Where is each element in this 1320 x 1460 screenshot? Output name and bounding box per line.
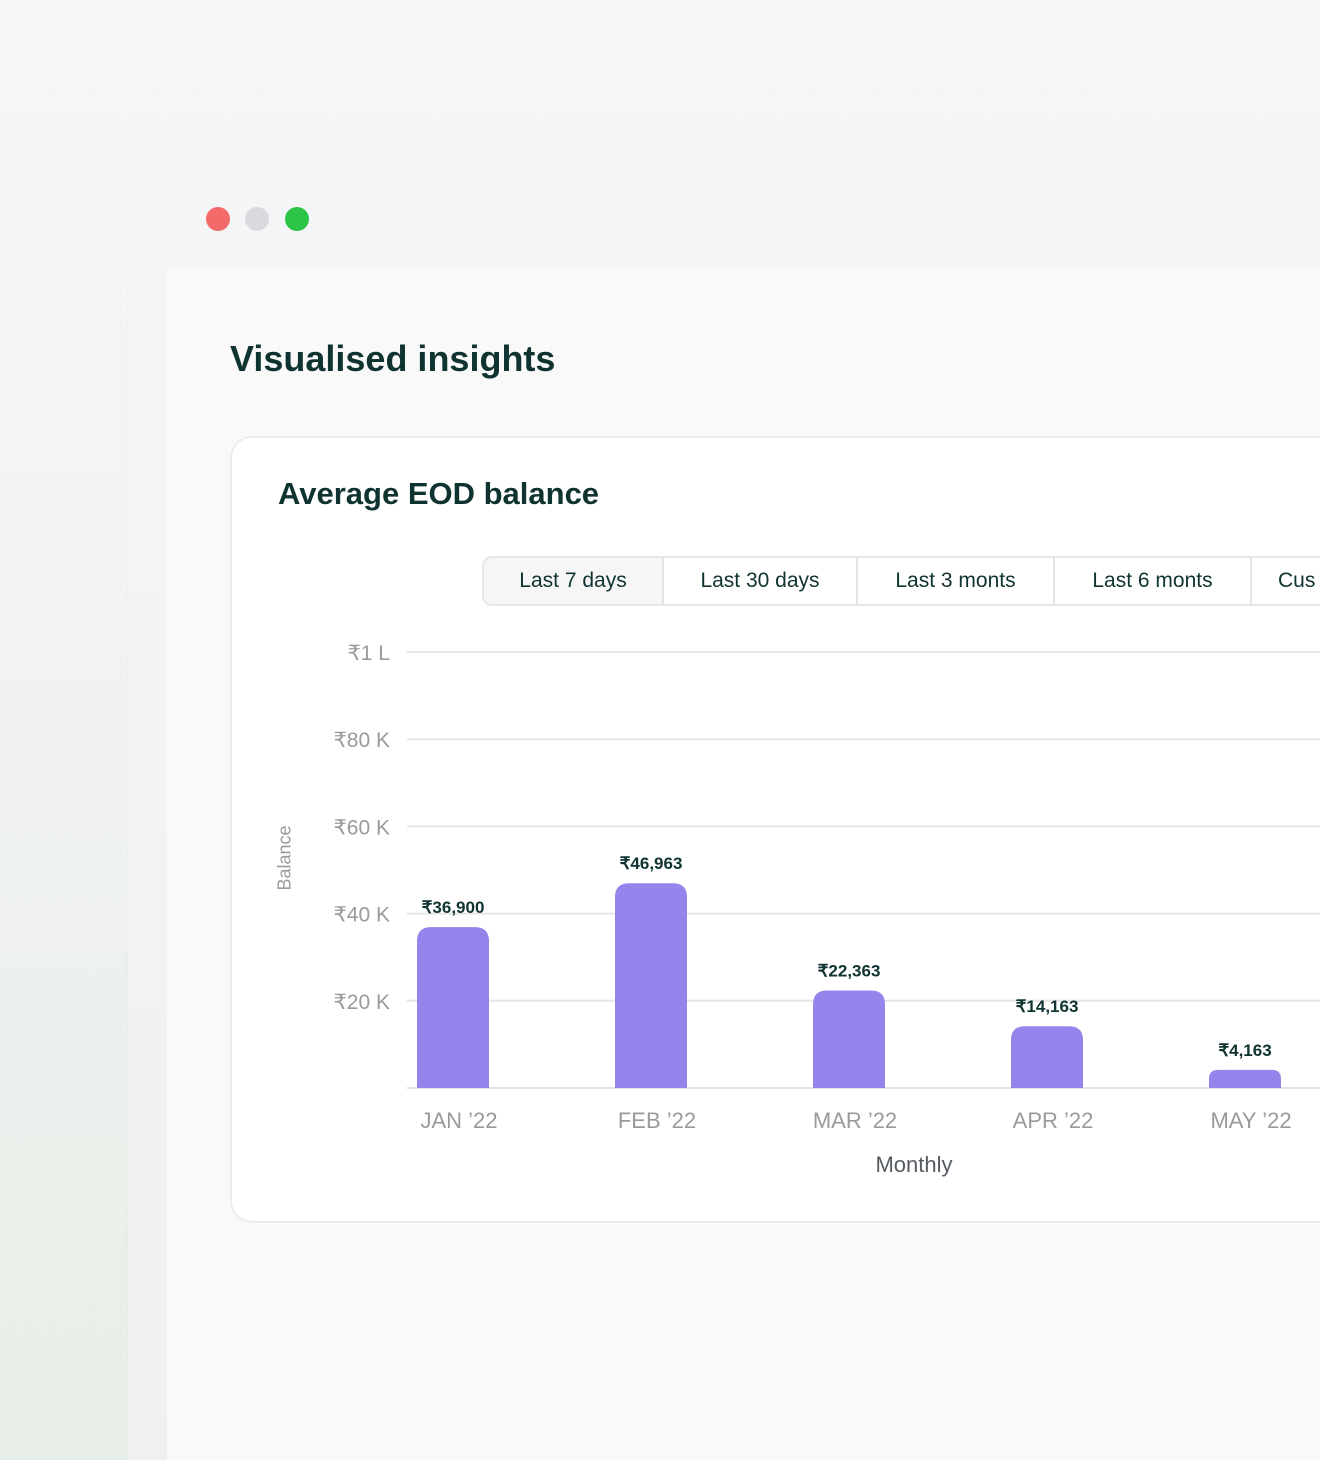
date-range-tabs: Last 7 days Last 30 days Last 3 monts La… [482, 556, 1320, 606]
y-tick-label: ₹40 K [333, 904, 390, 927]
bar [615, 883, 687, 1088]
bar-value-label: ₹36,900 [422, 898, 485, 917]
bar-value-label: ₹4,163 [1218, 1041, 1271, 1060]
bar-value-label: ₹14,163 [1016, 997, 1079, 1016]
app-window: Visualised insights Average EOD balance … [167, 150, 1320, 1460]
tab-custom[interactable]: Cus [1250, 558, 1320, 604]
bar [1011, 1026, 1083, 1088]
x-tick-label: JAN ’22 [420, 1108, 497, 1133]
bar-value-label: ₹46,963 [620, 854, 683, 873]
y-tick-label: ₹20 K [333, 991, 390, 1014]
y-tick-label: ₹80 K [333, 729, 390, 752]
average-eod-balance-card: Average EOD balance Last 7 days Last 30 … [230, 436, 1320, 1223]
tab-last-6-months[interactable]: Last 6 monts [1053, 558, 1250, 604]
maximize-window-button[interactable] [285, 207, 309, 231]
y-axis-title: Balance [274, 825, 295, 891]
balance-bar-chart: ₹20 K ₹40 K ₹60 K ₹80 K ₹1 L ₹36,900 JAN ’22 ₹4… [333, 642, 1320, 1133]
bar [1209, 1069, 1281, 1088]
card-title: Average EOD balance [278, 476, 600, 511]
tab-last-3-months[interactable]: Last 3 monts [856, 558, 1053, 604]
x-axis-title: Monthly [875, 1152, 953, 1177]
y-tick-label: ₹60 K [333, 816, 390, 839]
x-tick-label: MAR ’22 [813, 1108, 897, 1133]
x-tick-label: APR ’22 [1013, 1108, 1094, 1133]
bar-value-label: ₹22,363 [818, 961, 881, 980]
bar [813, 990, 885, 1088]
tab-last-30-days[interactable]: Last 30 days [662, 558, 856, 604]
tab-last-7-days[interactable]: Last 7 days [484, 558, 662, 604]
minimize-window-button[interactable] [245, 207, 269, 231]
bar [417, 927, 489, 1088]
x-tick-label: FEB ’22 [618, 1108, 696, 1133]
close-window-button[interactable] [206, 207, 230, 231]
x-tick-label: MAY ’22 [1210, 1108, 1291, 1133]
title-bar [167, 150, 1320, 270]
page-title: Visualised insights [230, 338, 556, 379]
y-tick-label: ₹1 L [347, 642, 390, 665]
